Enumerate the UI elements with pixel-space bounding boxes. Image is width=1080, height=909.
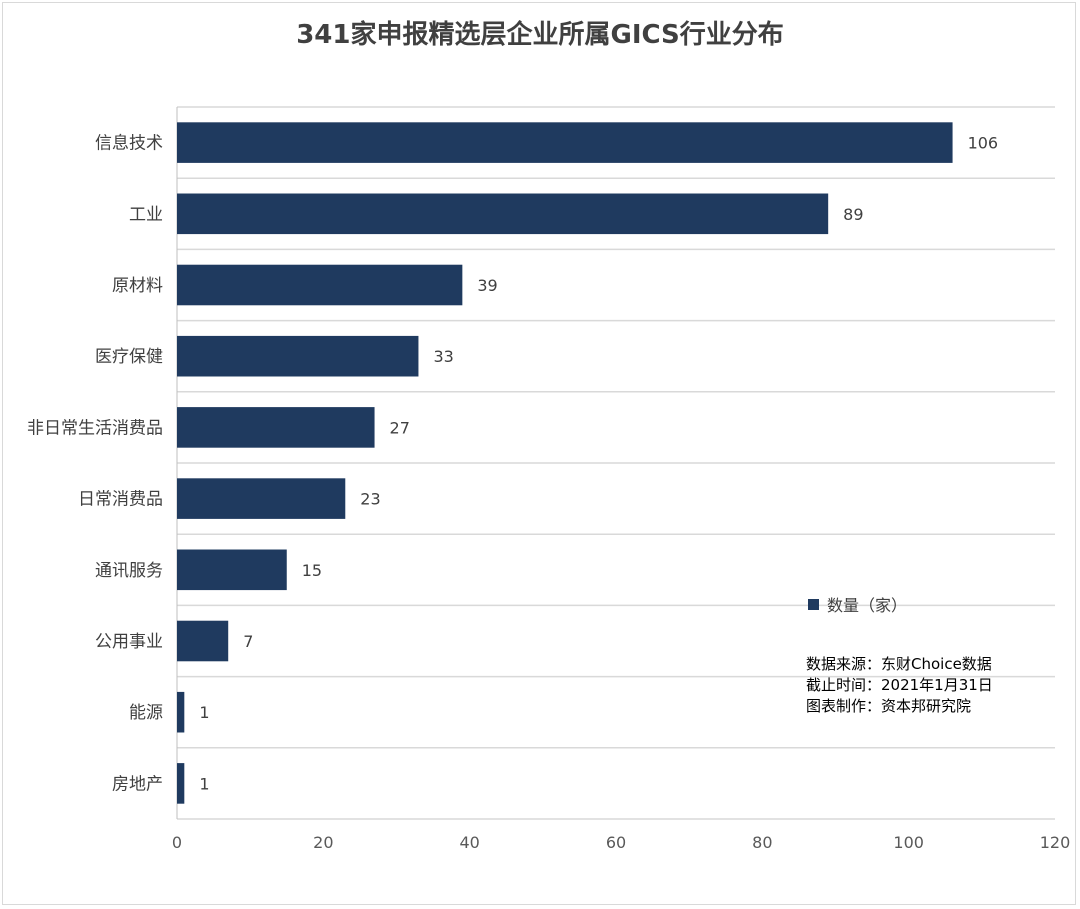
x-tick-label: 80 <box>752 833 772 852</box>
bar <box>177 264 463 306</box>
category-label: 医疗保健 <box>95 347 163 367</box>
bar <box>177 122 953 163</box>
category-label: 通讯服务 <box>95 561 163 581</box>
data-label: 39 <box>477 276 497 295</box>
legend-label: 数量（家） <box>827 596 908 615</box>
bar <box>177 335 419 377</box>
x-tick-label: 20 <box>313 833 333 852</box>
bar <box>177 620 229 662</box>
bar <box>177 763 185 804</box>
category-label: 房地产 <box>112 774 163 794</box>
category-label: 公用事业 <box>95 632 163 652</box>
bar <box>177 549 287 591</box>
x-tick-label: 60 <box>606 833 626 852</box>
data-label: 27 <box>390 418 410 437</box>
data-label: 7 <box>243 632 253 651</box>
data-label: 89 <box>843 205 863 224</box>
data-label: 33 <box>433 347 453 366</box>
category-label: 能源 <box>129 703 163 723</box>
bar <box>177 478 346 519</box>
bar <box>177 193 829 235</box>
bar <box>177 691 185 733</box>
data-label: 1 <box>199 774 209 793</box>
chart-title: 341家申报精选层企业所属GICS行业分布 <box>296 20 784 50</box>
cutoff-note: 截止时间：2021年1月31日 <box>806 676 993 694</box>
data-label: 15 <box>302 561 322 580</box>
bar <box>177 407 375 448</box>
source-note: 数据来源：东财Choice数据 <box>806 655 992 673</box>
data-label: 1 <box>199 703 209 722</box>
category-label: 信息技术 <box>95 134 163 154</box>
legend: 数量（家） <box>808 592 907 616</box>
category-label: 工业 <box>129 205 163 225</box>
source-notes: 数据来源：东财Choice数据 截止时间：2021年1月31日 图表制作：资本邦… <box>806 654 993 717</box>
category-label: 原材料 <box>112 276 163 296</box>
x-tick-label: 120 <box>1040 833 1071 852</box>
author-note: 图表制作：资本邦研究院 <box>806 697 972 715</box>
x-tick-label: 40 <box>459 833 479 852</box>
x-tick-label: 100 <box>893 833 924 852</box>
legend-swatch <box>808 598 819 610</box>
category-label: 非日常生活消费品 <box>27 418 163 438</box>
category-label: 日常消费品 <box>78 490 163 510</box>
x-tick-label: 0 <box>172 833 182 852</box>
data-label: 106 <box>968 134 999 153</box>
data-label: 23 <box>360 490 380 509</box>
